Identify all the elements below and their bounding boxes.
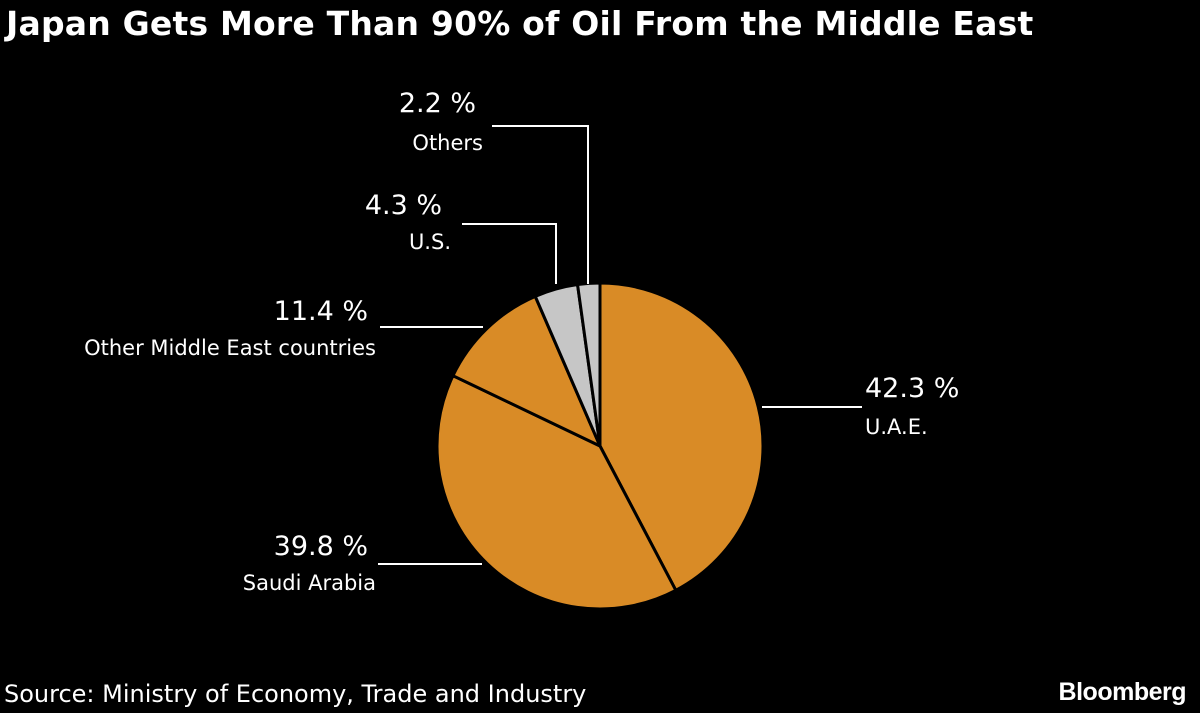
pie-slice-u-a-e <box>598 281 765 592</box>
slice-labels: 42.3 % U.A.E. 39.8 % Saudi Arabia 11.4 % Othe… <box>84 88 959 595</box>
leader-lines <box>378 125 862 565</box>
source-note: Source: Ministry of Economy, Trade and I… <box>4 680 587 708</box>
leader-line-others <box>492 125 589 284</box>
slice-name-label-others: Others <box>412 131 483 155</box>
slice-percent-label-saudi-arabia: 39.8 % <box>274 531 368 562</box>
slice-percent-label-other-middle-east-countries: 11.4 % <box>274 296 368 327</box>
pie-slices <box>435 281 765 611</box>
slice-percent-label-u-a-e: 42.3 % <box>865 373 959 404</box>
chart-title: Japan Gets More Than 90% of Oil From the… <box>6 4 1034 43</box>
slice-name-label-saudi-arabia: Saudi Arabia <box>243 571 376 595</box>
slice-name-label-u-a-e: U.A.E. <box>865 415 928 439</box>
slice-name-label-other-middle-east-countries: Other Middle East countries <box>84 336 376 360</box>
pie-slice-other-middle-east-countries <box>451 294 602 448</box>
bloomberg-logo: Bloomberg <box>1058 678 1187 706</box>
pie-slice-saudi-arabia <box>435 374 678 611</box>
leader-line-u-s <box>462 223 557 284</box>
slice-percent-label-u-s: 4.3 % <box>365 190 442 221</box>
slice-name-label-u-s: U.S. <box>409 230 451 254</box>
slice-percent-label-others: 2.2 % <box>399 88 476 119</box>
